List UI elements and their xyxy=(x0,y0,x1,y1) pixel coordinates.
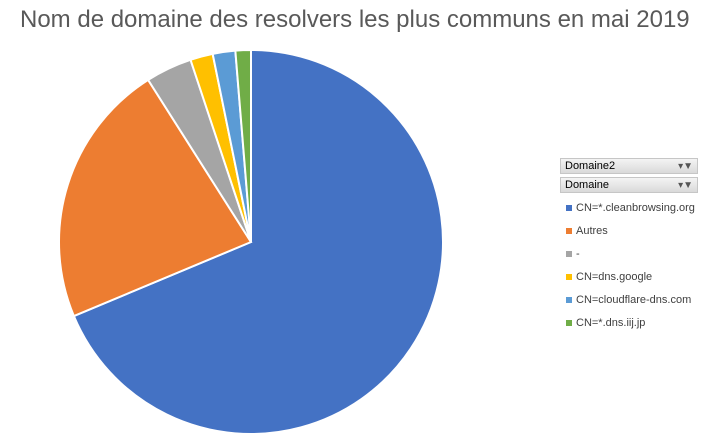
legend-item: CN=dns.google xyxy=(566,265,695,288)
legend: CN=*.cleanbrowsing.org Autres - CN=dns.goog… xyxy=(566,196,695,334)
legend-label: CN=*.cleanbrowsing.org xyxy=(576,201,695,214)
chart-title: Nom de domaine des resolvers les plus co… xyxy=(20,6,690,33)
filter-label: Domaine xyxy=(565,179,610,191)
legend-swatch xyxy=(566,250,572,257)
legend-item: CN=*.cleanbrowsing.org xyxy=(566,196,695,219)
legend-label: Autres xyxy=(576,224,608,237)
legend-item: CN=*.dns.iij.jp xyxy=(566,311,695,334)
filter-dropdown-icon: ▾▼ xyxy=(678,161,693,172)
filter-button-domaine[interactable]: Domaine ▾▼ xyxy=(560,177,698,193)
filter-label: Domaine2 xyxy=(565,160,616,172)
filter-button-domaine2[interactable]: Domaine2 ▾▼ xyxy=(560,158,698,174)
legend-swatch xyxy=(566,204,572,211)
legend-label: CN=dns.google xyxy=(576,270,653,283)
legend-item: Autres xyxy=(566,219,695,242)
legend-item: - xyxy=(566,242,695,265)
pie-slice-0 xyxy=(72,48,444,435)
legend-label: CN=*.dns.iij.jp xyxy=(576,316,646,329)
filter-dropdown-icon: ▾▼ xyxy=(678,180,693,191)
legend-swatch xyxy=(566,227,572,234)
legend-swatch xyxy=(566,273,572,280)
legend-swatch xyxy=(566,319,572,326)
legend-item: CN=cloudflare-dns.com xyxy=(566,288,695,311)
pie-slice-5 xyxy=(234,48,252,243)
legend-label: CN=cloudflare-dns.com xyxy=(576,293,692,306)
pie-slice-1 xyxy=(58,78,253,318)
legend-label: - xyxy=(576,247,580,260)
legend-swatch xyxy=(566,296,572,303)
